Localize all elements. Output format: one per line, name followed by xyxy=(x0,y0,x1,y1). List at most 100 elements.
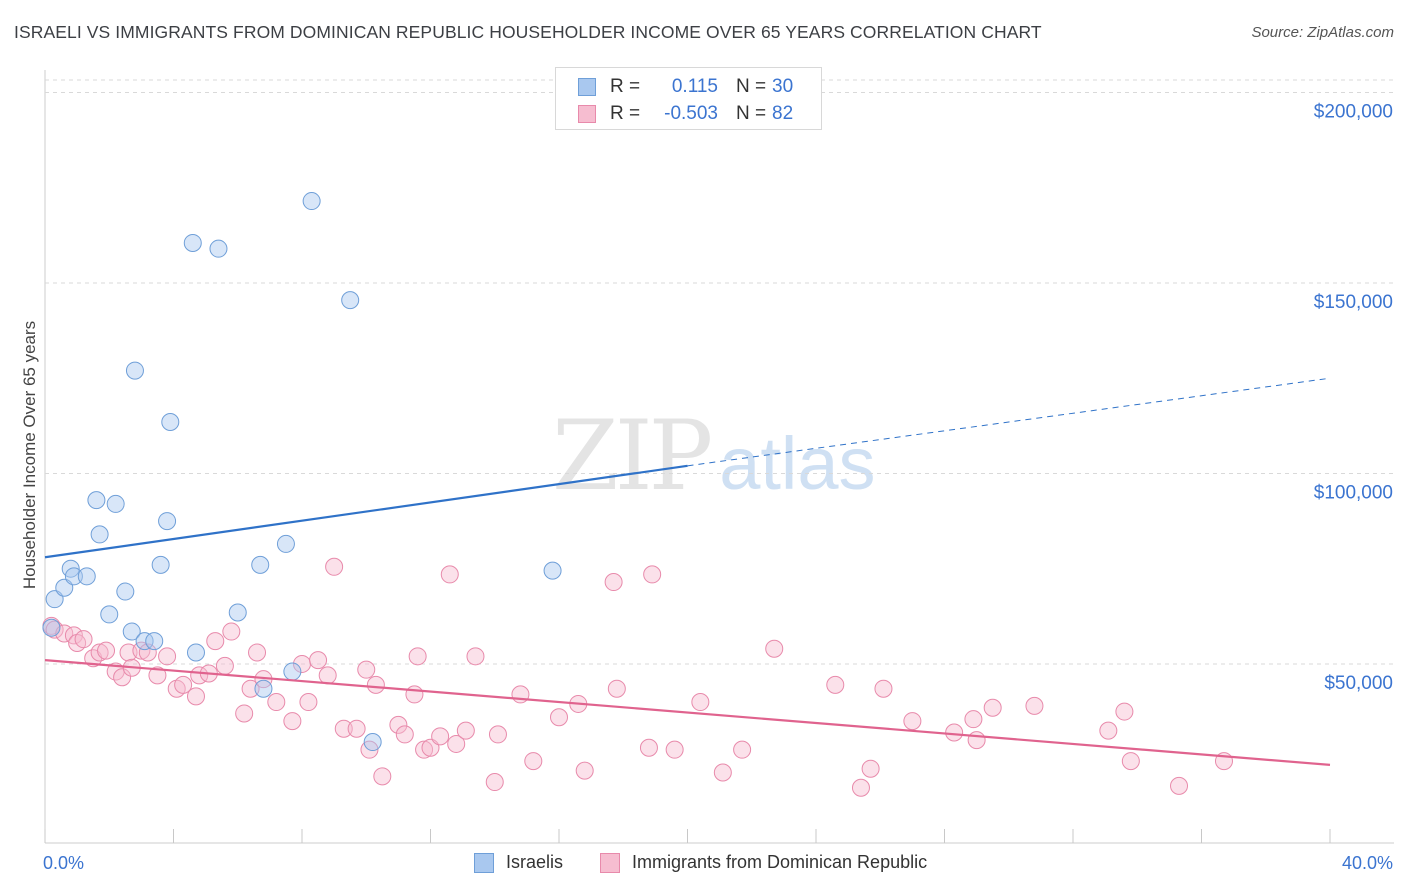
legend-item-israelis[interactable]: Israelis xyxy=(474,852,563,873)
israelis-point xyxy=(151,555,170,574)
legend-r-label: R = xyxy=(610,103,641,124)
legend-n-value: 82 xyxy=(772,103,794,124)
legend-item-dominican[interactable]: Immigrants from Dominican Republic xyxy=(600,852,927,873)
dominican-point xyxy=(607,679,626,698)
dominican-point xyxy=(90,643,109,662)
dominican-point xyxy=(604,573,623,592)
israelis-point xyxy=(254,679,273,698)
dominican-point xyxy=(215,656,234,675)
dominican-point xyxy=(395,725,414,744)
dominican-point xyxy=(466,647,485,666)
dominican-point xyxy=(851,778,870,797)
legend-r-value: 0.115 xyxy=(671,76,718,97)
dominican-point xyxy=(447,734,466,753)
israelis-point xyxy=(276,534,295,553)
x-tick-label: 0.0% xyxy=(43,853,84,873)
dominican-point xyxy=(440,565,459,584)
dominican-point xyxy=(945,723,964,742)
dominican-point xyxy=(765,639,784,658)
y-tick-label: $50,000 xyxy=(1324,673,1393,694)
dominican-point xyxy=(138,643,157,662)
dominican-point xyxy=(235,704,254,723)
watermark-atlas: atlas xyxy=(719,422,876,505)
dominican-point xyxy=(861,759,880,778)
dominican-point xyxy=(1025,696,1044,715)
watermark-zip: ZIP xyxy=(552,400,713,512)
legend-r-label: R = xyxy=(610,76,641,97)
dominican-point xyxy=(389,715,408,734)
dominican-trend-line xyxy=(44,659,1331,766)
legend-r-value: -0.503 xyxy=(664,103,718,124)
dominican-point xyxy=(248,643,267,662)
israelis-point xyxy=(100,605,119,624)
legend-row-dominican: R = -0.503 N = 82 xyxy=(578,102,793,126)
legend-swatch-israelis xyxy=(474,852,494,873)
dominican-point xyxy=(405,685,424,704)
dominican-point xyxy=(643,565,662,584)
dominican-point xyxy=(373,767,392,786)
dominican-point xyxy=(1170,776,1189,795)
dominican-point xyxy=(826,675,845,694)
dominican-point xyxy=(366,675,385,694)
dominican-point xyxy=(431,727,450,746)
dominican-point xyxy=(241,679,260,698)
dominican-point xyxy=(174,675,193,694)
watermark: ZIP atlas xyxy=(552,400,876,512)
israelis-point xyxy=(228,603,247,622)
dominican-point xyxy=(665,740,684,759)
israelis-point xyxy=(283,662,302,681)
dominican-point xyxy=(347,719,366,738)
dominican-point xyxy=(299,693,318,712)
israelis-point xyxy=(158,512,177,531)
israelis-point xyxy=(251,555,270,574)
x-tick-label: 40.0% xyxy=(1342,853,1393,873)
israelis-point xyxy=(341,291,360,310)
legend-label-israelis: Israelis xyxy=(506,852,564,872)
dominican-point xyxy=(408,647,427,666)
israelis-point xyxy=(145,632,164,651)
dominican-point xyxy=(148,666,167,685)
israelis-point xyxy=(77,567,96,586)
israelis-trend-line xyxy=(44,464,688,559)
dominican-point xyxy=(874,679,893,698)
dominican-point xyxy=(267,693,286,712)
source-label: Source: ZipAtlas.com xyxy=(1251,24,1394,41)
israelis-point xyxy=(64,567,83,586)
legend-swatch-dominican xyxy=(578,105,596,123)
israelis-point xyxy=(363,733,382,752)
dominican-point xyxy=(186,687,205,706)
israelis-point xyxy=(106,494,125,513)
legend-n-label: N = xyxy=(736,103,767,124)
israelis-point xyxy=(302,192,321,211)
dominican-point xyxy=(309,651,328,670)
legend-n-value: 30 xyxy=(772,76,794,97)
series-legend: Israelis Immigrants from Dominican Repub… xyxy=(0,852,1406,878)
legend-swatch-israelis xyxy=(578,78,596,96)
legend-row-israelis: R = 0.115 N = 30 xyxy=(578,75,793,99)
dominican-point xyxy=(550,708,568,727)
dominican-point xyxy=(1121,752,1140,771)
israelis-point xyxy=(135,632,154,651)
dominican-point xyxy=(1099,721,1118,740)
dominican-point xyxy=(113,668,132,687)
dominican-point xyxy=(318,666,337,685)
legend-label-dominican: Immigrants from Dominican Republic xyxy=(632,852,928,872)
israelis-point xyxy=(125,361,144,380)
dominican-point xyxy=(206,632,225,651)
dominican-point xyxy=(903,712,922,731)
israelis-point xyxy=(161,413,180,432)
israelis-point xyxy=(122,622,141,641)
y-tick-label: $150,000 xyxy=(1314,292,1393,313)
dominican-point xyxy=(456,721,475,740)
dominican-point xyxy=(415,740,434,759)
legend-swatch-dominican xyxy=(600,852,620,873)
dominican-point xyxy=(983,698,1002,717)
dominican-point xyxy=(733,740,752,759)
dominican-point xyxy=(222,622,241,641)
dominican-point xyxy=(524,752,543,771)
israelis-point xyxy=(209,239,228,258)
dominican-point xyxy=(575,761,594,780)
dominican-point xyxy=(964,710,983,729)
dominican-point xyxy=(158,647,177,666)
dominican-point xyxy=(45,620,64,639)
